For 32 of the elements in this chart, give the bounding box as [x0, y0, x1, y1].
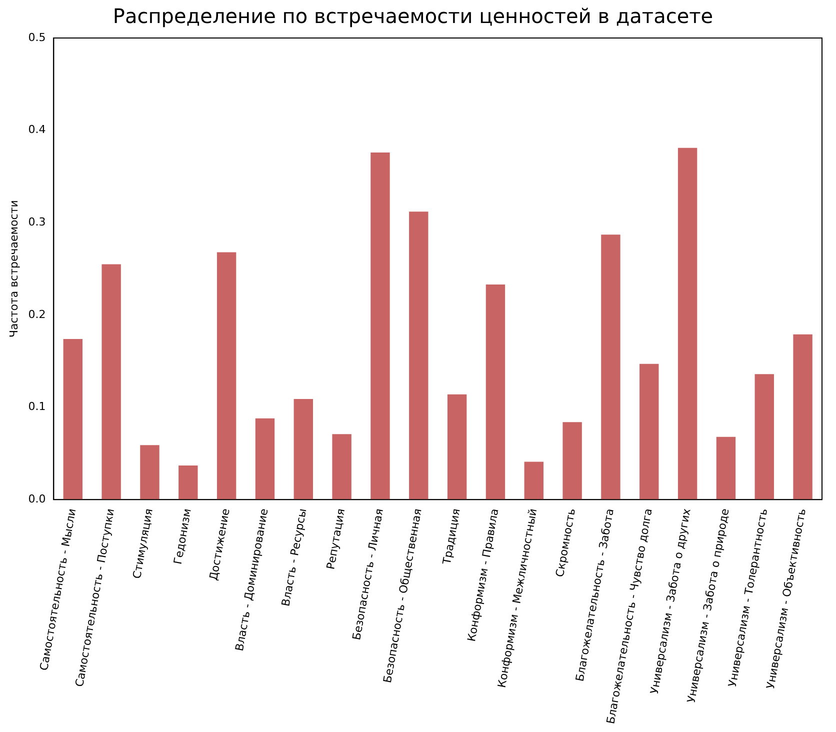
y-tick-label: 0.3	[28, 216, 46, 229]
bar	[140, 445, 160, 500]
bar	[640, 364, 659, 500]
y-axis-title: Частота встречаемости	[7, 200, 20, 338]
bar	[294, 399, 313, 500]
bar	[524, 462, 544, 500]
y-tick-label: 0.2	[28, 308, 46, 321]
bar	[370, 152, 390, 500]
bar	[255, 418, 275, 500]
y-tick-label: 0.0	[28, 492, 46, 506]
bar	[178, 465, 198, 500]
bar	[793, 334, 812, 500]
bar	[486, 284, 506, 500]
bar	[332, 434, 352, 500]
bar	[754, 374, 774, 500]
y-tick-label: 0.5	[28, 30, 46, 44]
bar	[562, 422, 582, 500]
x-tick-label: Власть - Ресурсы	[279, 508, 310, 608]
bar	[63, 339, 83, 500]
x-tick-label: Традиция	[440, 508, 463, 566]
bar	[678, 148, 698, 500]
x-tick-label: Гедонизм	[171, 508, 194, 566]
chart-title: Распределение по встречаемости ценностей в датасете	[112, 4, 714, 28]
bar	[716, 436, 736, 500]
bar	[102, 264, 121, 500]
bar	[409, 212, 428, 500]
x-tick-label: Репутация	[324, 508, 348, 570]
bar	[216, 252, 236, 500]
bar	[601, 234, 620, 500]
bar	[447, 394, 467, 500]
y-tick-label: 0.1	[28, 400, 46, 414]
y-tick-label: 0.4	[28, 123, 46, 136]
